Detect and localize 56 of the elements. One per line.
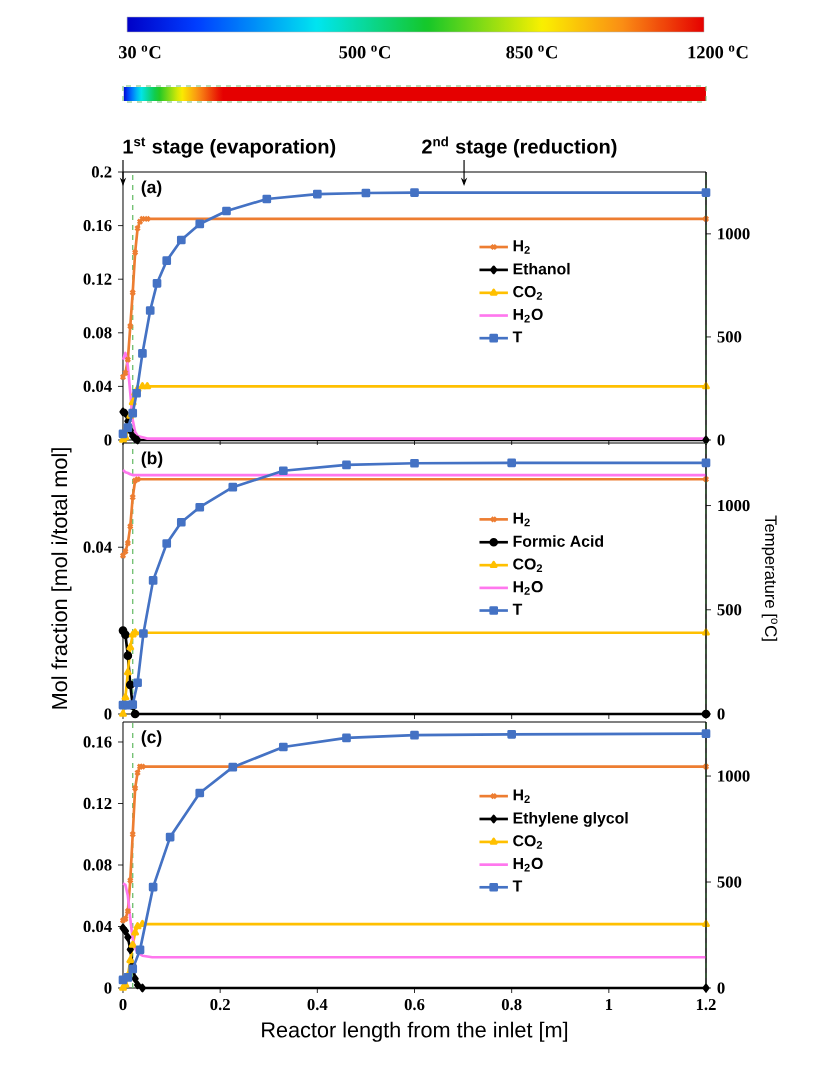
text: 30 $^{o}$C [118,45,161,59]
legend-label: CO$_{2}$ [513,558,543,573]
y2-tick-label: 500 [717,331,742,343]
y2-tick-label: 0 [717,708,725,720]
annotation: (b) [141,451,163,468]
annotation: (c) [141,730,162,747]
x-tick-label: 0.4 [307,998,328,1011]
y-tick-label: 0 [104,708,112,720]
text: 500 $^{o}$C [339,45,390,59]
legend-label: H$_{2}$O [513,308,543,323]
x-tick-label: 0.8 [501,998,522,1011]
y-tick-label: 0 [104,434,112,446]
y-tick-label: 0.12 [83,797,112,810]
y2-tick-label: 0 [717,434,725,446]
y-tick-label: 0.2 [91,166,112,178]
legend-label: Ethanol [513,262,570,275]
annotation: (a) [141,180,162,197]
y-tick-label: 0 [104,982,112,994]
text: 1200 $^{o}$C [688,45,748,59]
legend-label: T [512,603,523,615]
y2-axis-title: Temperature [$^{o}$C] [761,515,778,641]
text: 850 $^{o}$C [506,45,557,59]
x-axis-title: Reactor length from the inlet [m] [262,1021,568,1042]
y-tick-label: 0.08 [83,327,112,339]
y2-tick-label: 1000 [718,228,750,240]
x-tick-label: 0.2 [210,998,230,1011]
legend-label: H$_{2}$O [513,857,543,872]
y2-tick-label: 500 [717,876,742,888]
y-tick-label: 0.08 [83,859,112,871]
legend-label: CO$_{2}$ [513,286,543,300]
legend-label: H$_{2}$ [513,512,530,527]
legend-label: T [512,880,523,892]
x-tick-label: 1.2 [696,998,716,1011]
y-tick-label: 0.04 [83,380,112,393]
text: 1$^{st}$ stage (evaporation) [123,137,336,158]
x-tick-label: 1 [606,998,613,1010]
legend-label: H$_{2}$ [513,240,530,254]
y-tick-label: 0.16 [83,736,112,748]
y-tick-label: 0.12 [83,273,112,285]
y2-tick-label: 1000 [718,770,750,782]
y2-tick-label: 500 [717,604,742,616]
x-tick-label: 0.6 [404,998,425,1011]
legend-label: Formic Acid [513,535,604,547]
legend-label: H$_{2}$O [513,581,543,595]
y2-tick-label: 0 [717,982,725,994]
x-tick-label: 0 [119,998,127,1011]
y-axis-title: Mol fraction [mol i/total mol] [51,448,72,709]
legend-label: T [512,331,523,343]
y-tick-label: 0.04 [83,920,112,933]
legend-label: CO$_{2}$ [513,835,543,849]
legend-label: H$_{2}$ [513,789,530,803]
y-tick-label: 0.16 [83,219,112,232]
y2-tick-label: 1000 [718,499,750,512]
y-tick-label: 0.04 [83,541,112,553]
legend-label: Ethylene glycol [513,812,628,827]
text: 2$^{nd}$ stage (reduction) [422,136,617,158]
